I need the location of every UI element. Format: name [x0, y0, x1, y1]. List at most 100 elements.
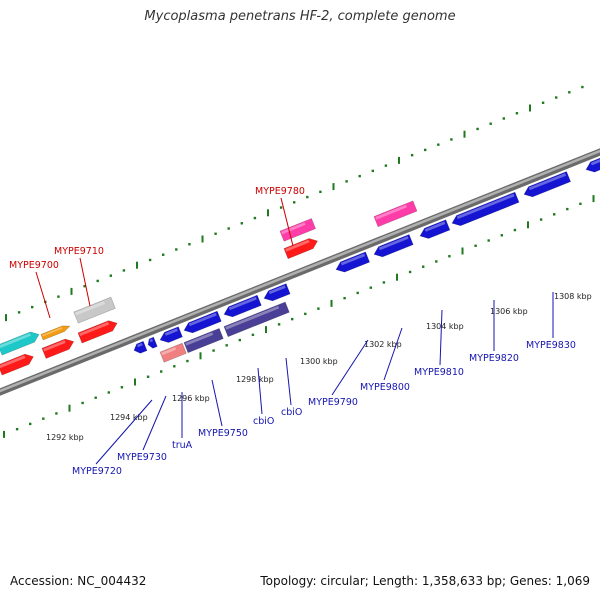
gene-red-4: [283, 238, 319, 260]
genome-summary-text: Topology: circular; Length: 1,358,633 bp…: [260, 574, 590, 588]
gene-reverse-9-shape: [451, 191, 520, 227]
gene-red-2-highlight: [43, 340, 66, 352]
scale-label: 1302 kbp: [364, 340, 402, 349]
gene-orange-highlight: [42, 327, 63, 337]
gene-label-forward: MYPE9700: [9, 260, 59, 271]
gene-label-reverse: MYPE9720: [72, 466, 122, 477]
gene-reverse-small-2-shape: [147, 336, 158, 349]
gene-mype9750: [183, 327, 224, 354]
gene-orange: [40, 325, 71, 341]
gene-reverse-10-shape: [585, 156, 600, 173]
gene-reverse-5-shape: [223, 294, 262, 318]
gene-label-leader: [331, 339, 369, 396]
gene-mype9700: [0, 331, 40, 356]
scale-label: 1296 kbp: [172, 394, 210, 403]
gene-label-leader: [285, 357, 292, 406]
gene-mype9710: [73, 296, 116, 324]
gene-trua-shape: [159, 342, 187, 363]
gene-reverse-4: [183, 310, 222, 334]
gene-mype9750-highlight: [185, 332, 214, 346]
gene-mype9780-shape: [279, 218, 317, 242]
gene-reverse-3-shape: [159, 326, 183, 343]
gene-reverse-3-highlight: [164, 328, 178, 336]
gene-label-reverse: cbiO: [253, 416, 274, 427]
map-layer: 1292 kbp 1294 kbp 1296 kbp 1298 kbp 1300 kbp…: [0, 85, 600, 477]
gene-reverse-10: [585, 156, 600, 173]
gene-label-leader: [280, 197, 294, 247]
gene-red-1-shape: [0, 353, 34, 376]
gene-mype9780: [279, 218, 317, 242]
map-title: Mycoplasma penetrans HF-2, complete geno…: [144, 9, 456, 24]
gene-label-reverse: MYPE9790: [308, 397, 358, 408]
gene-orange-shape: [40, 325, 71, 341]
scale-label: 1292 kbp: [46, 433, 84, 442]
gene-label-reverse: cbiO: [281, 407, 302, 418]
gene-label-forward: MYPE9710: [54, 246, 104, 257]
gene-cbio-shape: [223, 301, 290, 338]
gene-reverse-10-highlight: [590, 158, 600, 166]
gene-reverse-small-1-shape: [133, 340, 148, 354]
gene-mype9790: [335, 251, 371, 273]
gene-cbio-highlight: [225, 305, 280, 330]
gene-mype9710-highlight: [75, 301, 105, 316]
gene-label-reverse: MYPE9730: [117, 452, 167, 463]
scale-label: 1308 kbp: [554, 292, 592, 301]
gene-reverse-7: [373, 234, 414, 258]
gene-mype9830: [523, 171, 571, 198]
gene-label-leader: [35, 271, 51, 319]
gene-red-1-highlight: [0, 355, 26, 369]
gene-label-reverse: MYPE9830: [526, 340, 576, 351]
gene-trua: [159, 342, 187, 363]
gene-red-4-highlight: [285, 239, 310, 252]
gene-reverse-8-highlight: [424, 221, 446, 232]
gene-cbio: [223, 301, 290, 338]
scale-label: 1298 kbp: [236, 375, 274, 384]
gene-reverse-small-2: [147, 336, 158, 349]
gene-reverse-5: [223, 294, 262, 318]
gene-label-leader: [383, 327, 403, 381]
gene-reverse-6: [263, 283, 291, 302]
gene-reverse-8-shape: [419, 219, 451, 239]
gene-reverse-4-shape: [183, 310, 222, 334]
gene-label-leader: [79, 257, 91, 307]
scale-label: 1300 kbp: [300, 357, 338, 366]
gene-reverse-6-shape: [263, 283, 291, 302]
gene-reverse-7-shape: [373, 234, 414, 258]
gene-mype9750-shape: [183, 327, 224, 354]
gene-mype9700-shape: [0, 331, 40, 356]
gene-red-3-highlight: [79, 321, 110, 337]
gene-reverse-9-highlight: [456, 193, 515, 219]
scale-label: 1294 kbp: [110, 413, 148, 422]
gene-label-leader: [142, 395, 167, 451]
accession-text: Accession: NC_004432: [10, 574, 147, 588]
gene-red-2: [41, 338, 75, 359]
gene-red-1: [0, 353, 34, 376]
gene-mype9700-highlight: [0, 333, 31, 349]
gene-trua-highlight: [161, 347, 177, 356]
gene-label-leader: [257, 367, 263, 415]
gene-label-reverse: MYPE9750: [198, 428, 248, 439]
gene-mype9710-shape: [73, 296, 116, 324]
gene-red-3-shape: [77, 320, 118, 344]
gene-reverse-9: [451, 191, 520, 227]
gene-mype9790-highlight: [340, 253, 366, 266]
gene-red-2-shape: [41, 338, 75, 359]
gene-mype9800-shape: [373, 200, 418, 228]
gene-reverse-4-highlight: [188, 312, 217, 327]
gene-mype9790-shape: [335, 251, 371, 273]
gene-reverse-small-2-highlight: [149, 338, 154, 343]
gene-mype9800-highlight: [375, 204, 407, 220]
gene-reverse-7-highlight: [378, 236, 409, 251]
gene-reverse-3: [159, 326, 183, 343]
gene-label-reverse: MYPE9800: [360, 382, 410, 393]
gene-reverse-small-1: [133, 340, 148, 354]
gene-mype9800: [373, 200, 418, 228]
gene-mype9830-highlight: [528, 173, 567, 191]
scale-label: 1304 kbp: [426, 322, 464, 331]
gene-red-3: [77, 320, 118, 344]
gene-reverse-6-highlight: [268, 285, 286, 295]
gene-reverse-small-1-highlight: [136, 342, 143, 348]
gene-label-forward: MYPE9780: [255, 186, 305, 197]
